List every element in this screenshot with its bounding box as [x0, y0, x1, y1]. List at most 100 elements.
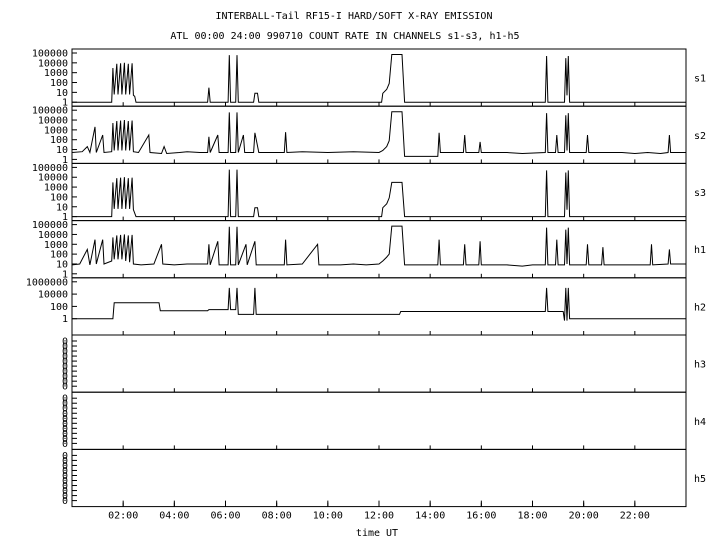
panel-frame-h3 [71, 334, 687, 393]
y-tick-label-h4: 0 [62, 414, 68, 425]
x-tick-label: 08:00 [262, 511, 292, 522]
y-tick-label-h2: 100 [50, 302, 68, 313]
y-tick-label-h1: 10 [56, 259, 68, 270]
y-tick-label-h5: 0 [62, 451, 68, 462]
panel-frame-h5 [71, 448, 687, 508]
y-tick-label-h3: 0 [62, 342, 68, 353]
y-tick-label-h5: 0 [62, 466, 68, 477]
y-tick-label-h3: 0 [62, 362, 68, 373]
panel-frame-h4 [71, 391, 687, 450]
y-tick-label-h5: 0 [62, 476, 68, 487]
y-tick-label-h1: 1000 [44, 240, 68, 251]
panel-frame-s2 [71, 105, 687, 164]
panel-frame-h2 [71, 277, 687, 336]
y-tick-label-s1: 100 [50, 78, 68, 89]
y-tick-label-h3: 0 [62, 367, 68, 378]
series-line-h1 [71, 225, 686, 267]
y-tick-label-s3: 10 [56, 202, 68, 213]
x-axis: 02:00 04:00 06:00 08:00 10:00 12:00 14:00 16:00… [108, 500, 650, 522]
x-tick-label: 14:00 [415, 511, 445, 522]
y-tick-label-h4: 0 [62, 399, 68, 410]
y-tick-label-s1: 10000 [38, 58, 68, 69]
x-tick-label: 10:00 [313, 511, 343, 522]
series-line-s1 [72, 54, 686, 103]
x-axis-label: time UT [356, 528, 398, 539]
panels-group: s1100000100001000100101s2100000100001000… [26, 48, 706, 508]
panel-label-s2: s2 [694, 131, 706, 142]
y-tick-label-h3: 0 [62, 337, 68, 348]
y-tick-label-s3: 1000 [44, 183, 68, 194]
y-tick-label-h1: 100000 [32, 220, 68, 231]
y-tick-label-h3: 0 [62, 372, 68, 383]
y-tick-label-h5: 0 [62, 456, 68, 467]
x-tick-label: 18:00 [517, 511, 547, 522]
panel-frame-s3 [71, 162, 687, 222]
y-tick-label-s2: 1000 [44, 125, 68, 136]
panel-label-h5: h5 [694, 474, 706, 485]
y-tick-label-s3: 1 [62, 212, 68, 223]
series-line-s3 [72, 169, 686, 218]
y-tick-label-s3: 100 [50, 192, 68, 203]
panel-label-s3: s3 [694, 188, 706, 199]
x-tick-label: 04:00 [159, 511, 189, 522]
y-tick-label-s3: 100000 [32, 163, 68, 174]
y-tick-label-s2: 10000 [38, 116, 68, 127]
panel-label-h1: h1 [694, 245, 706, 256]
panel-label-s1: s1 [694, 74, 706, 85]
y-tick-label-h4: 0 [62, 404, 68, 415]
panel-label-h4: h4 [694, 417, 706, 428]
y-tick-label-s1: 1 [62, 98, 68, 109]
x-tick-label: 22:00 [620, 511, 650, 522]
y-tick-label-h5: 0 [62, 471, 68, 482]
y-tick-label-s1: 10 [56, 88, 68, 99]
y-tick-label-h3: 0 [62, 357, 68, 368]
y-tick-label-h4: 0 [62, 424, 68, 435]
y-tick-label-h4: 0 [62, 419, 68, 430]
y-tick-label-h3: 0 [62, 377, 68, 388]
y-tick-label-h4: 0 [62, 439, 68, 450]
y-tick-label-h5: 0 [62, 481, 68, 492]
series-line-h2 [72, 287, 686, 321]
series-line-s2 [71, 111, 686, 157]
y-tick-label-h1: 1 [62, 269, 68, 280]
chart-subtitle: ATL 00:00 24:00 990710 COUNT RATE IN CHA… [170, 31, 519, 42]
panel-label-h3: h3 [694, 360, 706, 371]
y-tick-label-s2: 10 [56, 145, 68, 156]
y-tick-label-h5: 0 [62, 461, 68, 472]
panel-frame-s1 [71, 48, 687, 107]
y-tick-label-s2: 100 [50, 135, 68, 146]
y-tick-label-h4: 0 [62, 429, 68, 440]
x-tick-label: 16:00 [466, 511, 496, 522]
y-tick-label-h4: 0 [62, 409, 68, 420]
y-tick-label-h3: 0 [62, 352, 68, 363]
y-tick-label-h5: 0 [62, 491, 68, 502]
y-tick-label-h1: 100 [50, 250, 68, 261]
y-tick-label-s3: 10000 [38, 173, 68, 184]
x-tick-label: 20:00 [569, 511, 599, 522]
y-tick-label-h5: 0 [62, 496, 68, 507]
y-tick-label-h1: 10000 [38, 230, 68, 241]
y-tick-label-s1: 1000 [44, 68, 68, 79]
y-tick-label-s1: 100000 [32, 49, 68, 60]
y-tick-label-h2: 1 [62, 314, 68, 325]
y-tick-label-s2: 1 [62, 155, 68, 166]
y-tick-label-h3: 0 [62, 347, 68, 358]
y-tick-label-h3: 0 [62, 382, 68, 393]
y-tick-label-h2: 10000 [38, 290, 68, 301]
x-tick-label: 06:00 [210, 511, 240, 522]
chart-title: INTERBALL-Tail RF15-I HARD/SOFT X-RAY EM… [216, 11, 493, 22]
y-tick-label-s2: 100000 [32, 106, 68, 117]
y-tick-label-h5: 0 [62, 486, 68, 497]
y-tick-label-h2: 1000000 [26, 277, 68, 288]
panel-frame-h1 [71, 220, 687, 279]
y-tick-label-h4: 0 [62, 434, 68, 445]
